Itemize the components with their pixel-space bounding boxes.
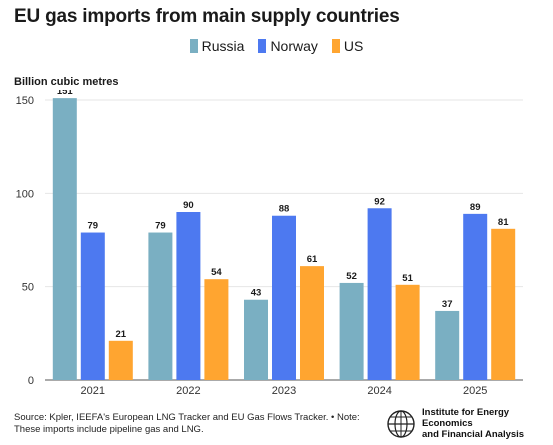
y-tick-label-0: 0	[28, 375, 34, 387]
bar-us-2024	[395, 284, 420, 380]
legend-item-russia: Russia	[189, 38, 245, 54]
bar-us-2021	[108, 340, 133, 380]
source-note: Source: Kpler, IEEFA's European LNG Trac…	[14, 412, 360, 435]
data-label-russia-2024: 52	[346, 271, 357, 282]
bar-chart: 0 50 100 150 151 79 21 2021 79 90 54 2022 43 88 61 2023…	[16, 90, 523, 395]
x-tick-label-2021: 2021	[81, 385, 105, 395]
publisher-name-line2: and Financial Analysis	[422, 429, 525, 440]
data-label-norway-2022: 90	[183, 200, 194, 211]
x-tick-label-2023: 2023	[272, 385, 296, 395]
data-label-norway-2025: 89	[470, 202, 481, 213]
data-label-us-2022: 54	[211, 267, 222, 278]
legend-label-us: US	[343, 38, 364, 54]
bar-norway-2024	[367, 208, 392, 380]
x-tick-label-2025: 2025	[463, 385, 487, 395]
data-label-russia-2025: 37	[442, 299, 453, 310]
publisher-name-line1: Institute for Energy Economics	[422, 407, 510, 429]
data-label-russia-2021: 151	[57, 90, 74, 97]
legend-swatch-norway	[258, 39, 267, 53]
data-label-norway-2023: 88	[279, 204, 290, 215]
data-label-us-2024: 51	[402, 273, 413, 284]
chart-title: EU gas imports from main supply countrie…	[14, 6, 400, 27]
legend-item-norway: Norway	[258, 38, 318, 54]
legend-label-norway: Norway	[270, 38, 318, 54]
x-tick-label-2022: 2022	[176, 385, 200, 395]
bar-norway-2025	[463, 213, 488, 380]
data-label-russia-2022: 79	[155, 221, 166, 232]
legend-swatch-us	[331, 39, 340, 53]
data-label-us-2021: 21	[116, 329, 127, 340]
legend-swatch-russia	[189, 39, 198, 53]
legend-item-us: US	[331, 38, 364, 54]
bar-russia-2023	[244, 299, 268, 380]
data-label-us-2023: 61	[307, 254, 318, 265]
data-label-russia-2023: 43	[251, 288, 262, 299]
y-tick-label-50: 50	[22, 282, 34, 294]
bar-us-2023	[300, 266, 324, 380]
legend: Russia Norway US	[0, 38, 553, 54]
y-axis-units-label: Billion cubic metres	[14, 76, 119, 88]
data-label-norway-2024: 92	[374, 196, 385, 207]
bar-us-2025	[491, 228, 516, 380]
bar-russia-2022	[148, 232, 173, 380]
y-tick-label-150: 150	[16, 95, 34, 107]
publisher-logo: Institute for Energy Economics and Finan…	[386, 407, 553, 440]
bar-russia-2024	[339, 282, 364, 380]
bar-norway-2023	[272, 215, 296, 380]
bar-russia-2021	[52, 98, 77, 380]
data-label-norway-2021: 79	[88, 221, 99, 232]
publisher-name: Institute for Energy Economics and Finan…	[422, 407, 553, 440]
x-tick-label-2024: 2024	[367, 385, 391, 395]
bar-norway-2021	[80, 232, 105, 380]
data-label-us-2025: 81	[498, 217, 509, 228]
legend-label-russia: Russia	[201, 38, 245, 54]
bar-us-2022	[204, 279, 229, 380]
y-tick-label-100: 100	[16, 188, 34, 200]
bar-russia-2025	[435, 310, 460, 380]
globe-logo-icon	[387, 409, 415, 438]
bar-norway-2022	[176, 212, 201, 380]
